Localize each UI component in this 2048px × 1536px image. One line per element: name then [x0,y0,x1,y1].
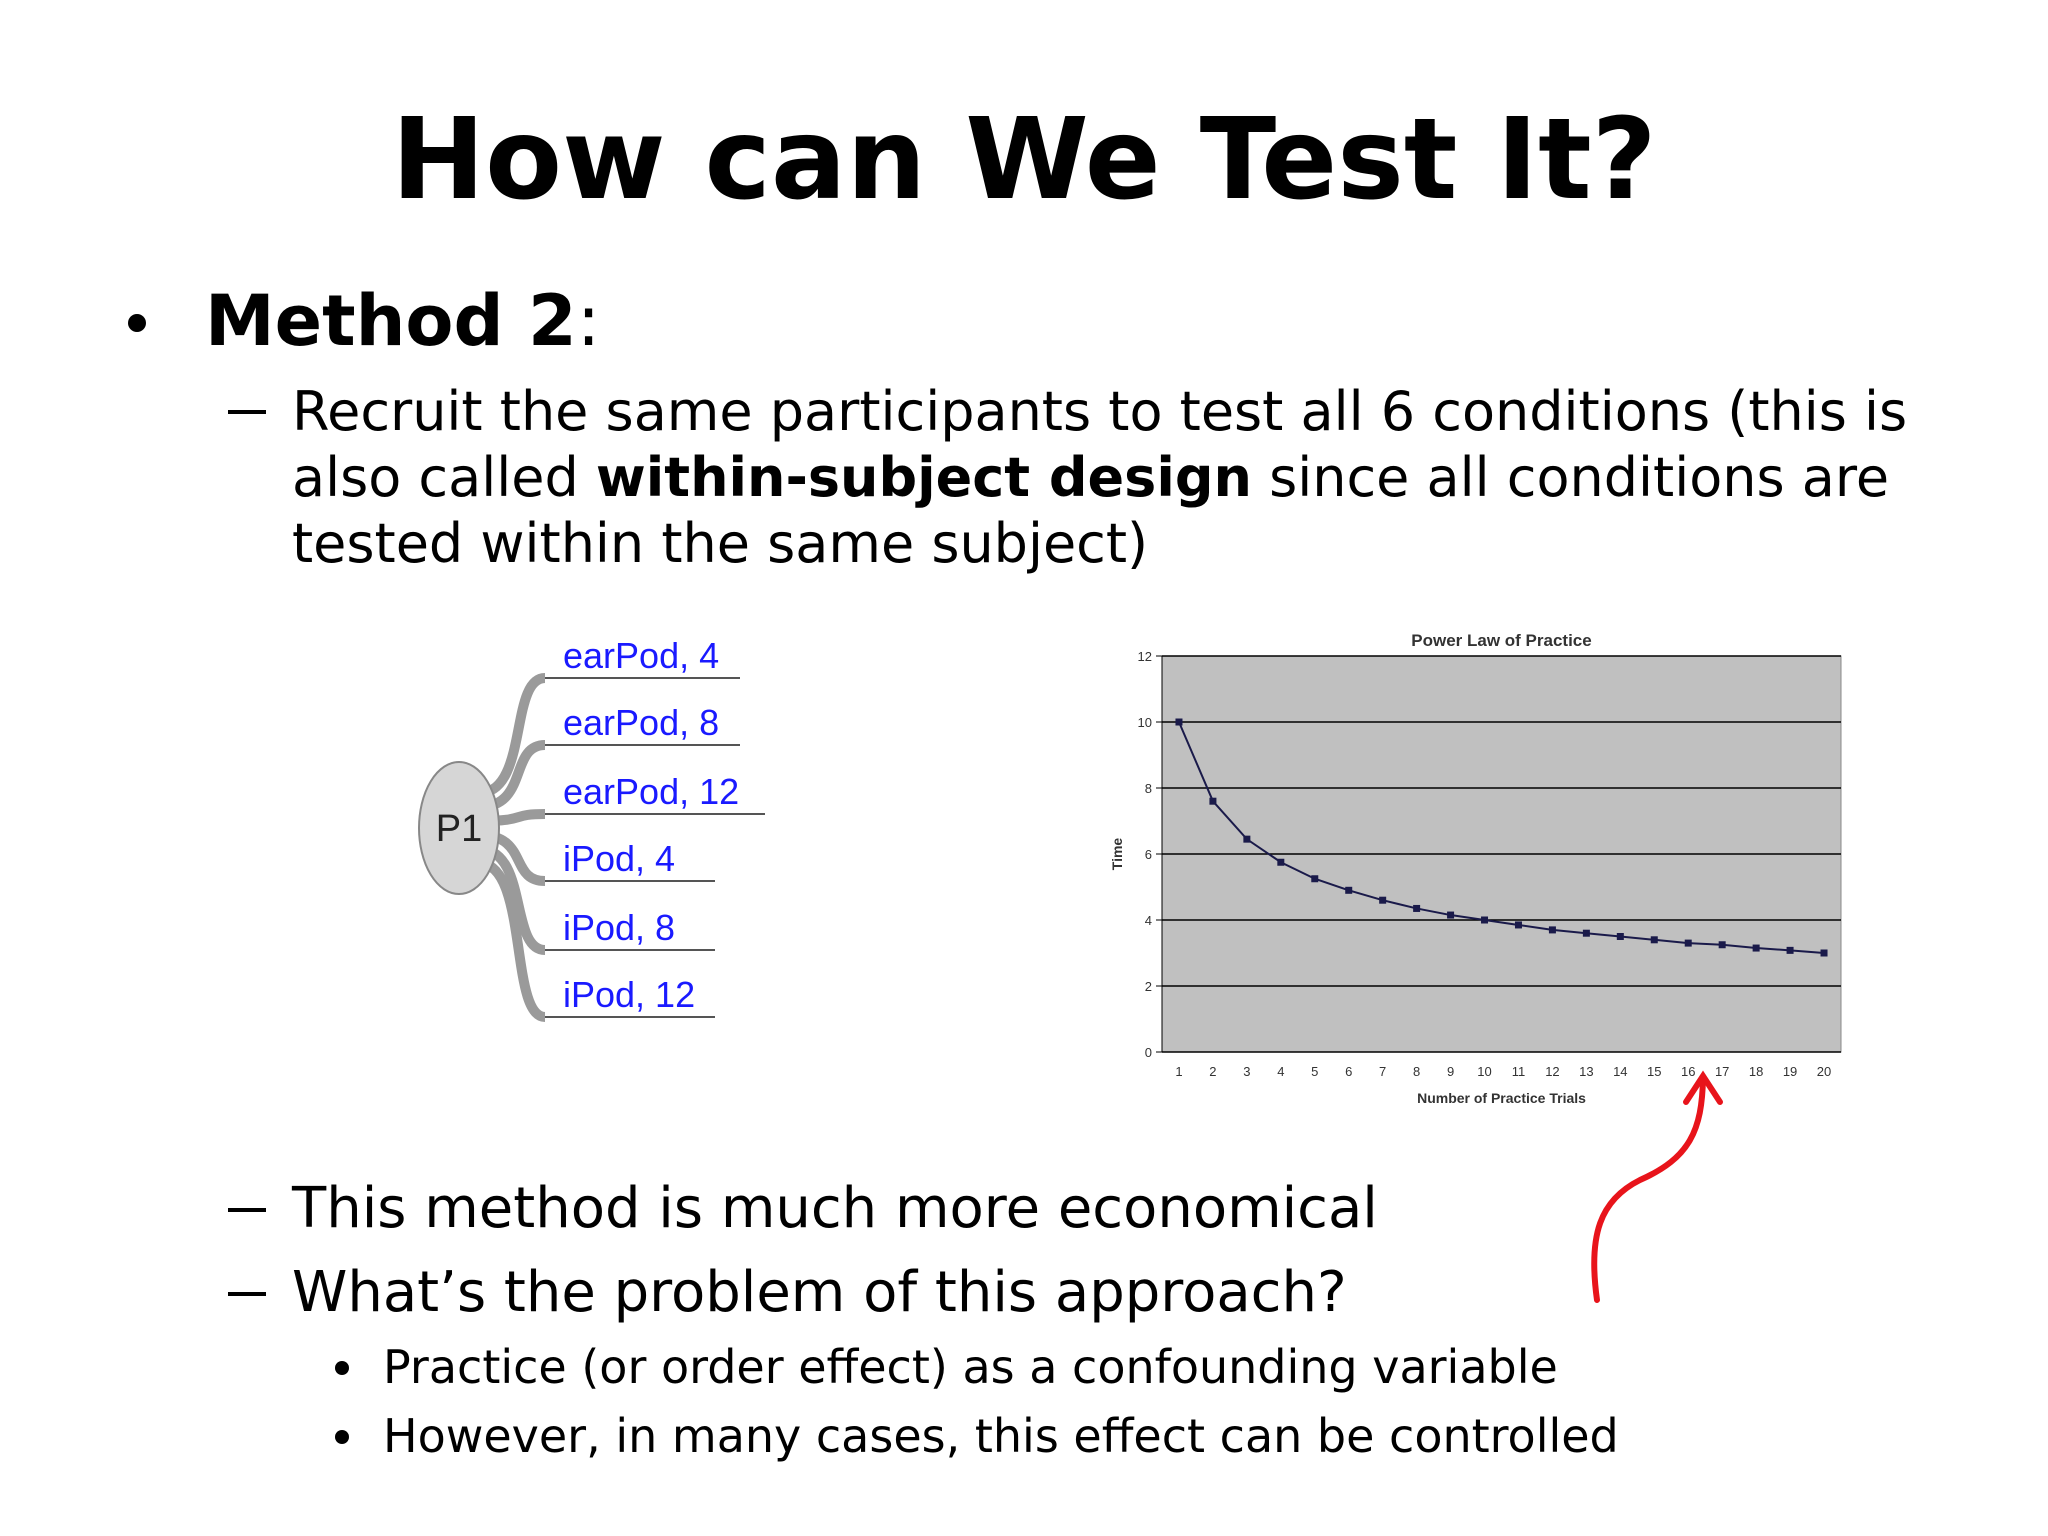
bullet-dot [128,314,146,332]
bullet-dot [335,1430,349,1444]
x-tick-label: 17 [1715,1064,1729,1079]
x-tick-label: 12 [1545,1064,1559,1079]
point-marker [1514,921,1522,929]
x-tick-label: 2 [1209,1064,1216,1079]
point: This method is much more economical [292,1176,1378,1241]
point-marker [1582,929,1590,937]
heading-colon: : [576,280,601,362]
branch [478,858,547,1022]
leaf-label: earPod, 4 [563,635,719,676]
leaf-label: iPod, 8 [563,907,675,948]
point-marker [1820,949,1828,957]
x-tick-label: 6 [1345,1064,1352,1079]
x-tick-label: 11 [1512,1064,1526,1079]
x-tick-label: 1 [1175,1064,1182,1079]
center-label: P1 [436,808,482,850]
point-marker [1684,939,1692,947]
x-tick-label: 13 [1579,1064,1593,1079]
x-tick-label: 8 [1413,1064,1420,1079]
y-tick-label: 6 [1145,847,1152,862]
heading-bold: Method 2 [205,280,577,362]
x-tick-label: 15 [1647,1064,1661,1079]
point-marker [1413,904,1421,912]
point-marker [1650,936,1658,944]
leaf-label: iPod, 4 [563,838,675,879]
x-tick-label: 4 [1277,1064,1284,1079]
x-axis-label: Number of Practice Trials [1417,1090,1586,1106]
series-line [1178,721,1825,954]
y-tick-label: 12 [1138,649,1152,664]
point-marker [1548,926,1556,934]
leaf-label: iPod, 12 [563,974,695,1015]
x-tick-label: 5 [1311,1064,1318,1079]
point-marker [1209,797,1217,805]
x-tick-label: 16 [1681,1064,1695,1079]
leaf-label: earPod, 8 [563,702,719,743]
red-arrow [1591,1070,1723,1303]
point-marker [1616,933,1624,940]
leaf-label: earPod, 12 [563,771,739,812]
point-marker [1379,896,1387,904]
point-marker [1752,944,1760,952]
point-marker [1447,911,1455,919]
y-tick-label: 2 [1145,979,1152,994]
branch [478,673,547,798]
detail-text: Recruit the same participants to test al… [292,379,1972,577]
y-tick-label: 4 [1145,913,1152,928]
x-tick-label: 9 [1447,1064,1454,1079]
subpoint: However, in many cases, this effect can … [383,1409,1619,1463]
bold-term: within-subject design [595,446,1252,509]
x-tick-label: 10 [1477,1064,1491,1079]
text: since all conditions are tested within t… [292,446,1890,575]
point-marker [1345,886,1353,894]
x-tick-label: 20 [1817,1064,1831,1079]
x-tick-label: 19 [1783,1064,1797,1079]
point-marker [1786,946,1794,954]
dash [228,410,266,414]
y-tick-label: 0 [1145,1045,1152,1060]
x-tick-label: 7 [1379,1064,1386,1079]
point-marker [1243,835,1251,843]
point-marker [1277,858,1285,866]
y-tick-label: 8 [1145,781,1152,796]
arrow-head [1683,1070,1723,1105]
chart-title: Power Law of Practice [1411,631,1591,650]
method-heading: Method 2: [205,280,600,362]
y-tick-label: 10 [1138,715,1152,730]
dash [228,1208,266,1212]
bullet-dot [335,1361,349,1375]
point-marker [1481,916,1489,924]
x-tick-label: 18 [1749,1064,1763,1079]
text: Recruit the same participants to test al… [292,380,1908,509]
point: What’s the problem of this approach? [292,1260,1347,1325]
dash [228,1292,266,1296]
subpoint: Practice (or order effect) as a confound… [383,1340,1558,1394]
x-tick-label: 14 [1613,1064,1627,1079]
point-marker [1311,875,1319,883]
slide-title: How can We Test It? [391,95,1657,225]
bullets [128,314,349,1444]
diagram: earPod, 4 earPod, 8 earPod, 12 iPod, 4 iPod,… [418,635,765,1022]
y-axis-label: Time [1109,838,1125,871]
arrow-curve [1591,1075,1706,1303]
x-tick-label: 3 [1243,1064,1250,1079]
point-marker [1718,941,1726,949]
point-marker [1175,718,1183,726]
center-node [418,761,500,895]
